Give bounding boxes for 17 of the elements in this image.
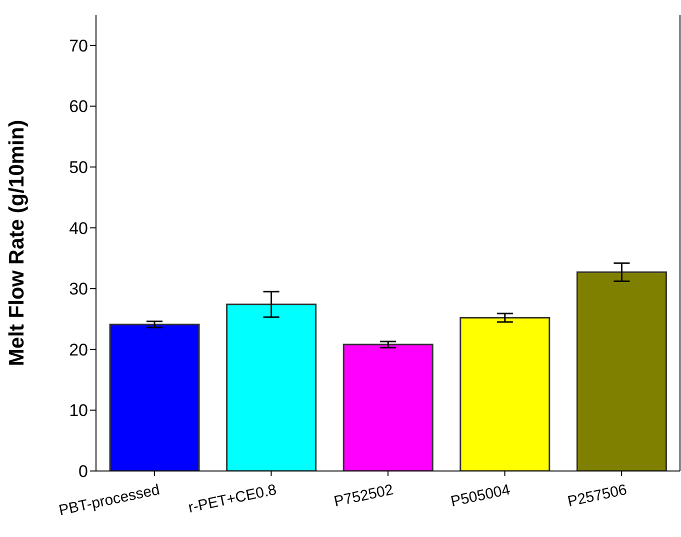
bar bbox=[576, 271, 667, 471]
y-tick-label: 40 bbox=[69, 218, 88, 238]
y-axis-title: Melt Flow Rate (g/10min) bbox=[5, 120, 28, 366]
y-tick-label: 70 bbox=[69, 36, 88, 56]
bar bbox=[226, 304, 317, 471]
x-tick-label: P257506 bbox=[566, 481, 628, 510]
y-tick-label: 30 bbox=[69, 280, 88, 299]
y-tick-label: 20 bbox=[69, 340, 88, 360]
y-tick-label: 60 bbox=[69, 97, 88, 116]
y-tick-label: 50 bbox=[69, 158, 88, 178]
bar bbox=[460, 317, 550, 471]
x-tick-label: P505004 bbox=[449, 481, 512, 510]
bar bbox=[109, 324, 200, 471]
x-tick-label: P752502 bbox=[332, 481, 395, 510]
bar bbox=[342, 344, 434, 471]
y-tick-label: 0 bbox=[78, 462, 88, 482]
y-tick-label: 10 bbox=[69, 401, 88, 420]
